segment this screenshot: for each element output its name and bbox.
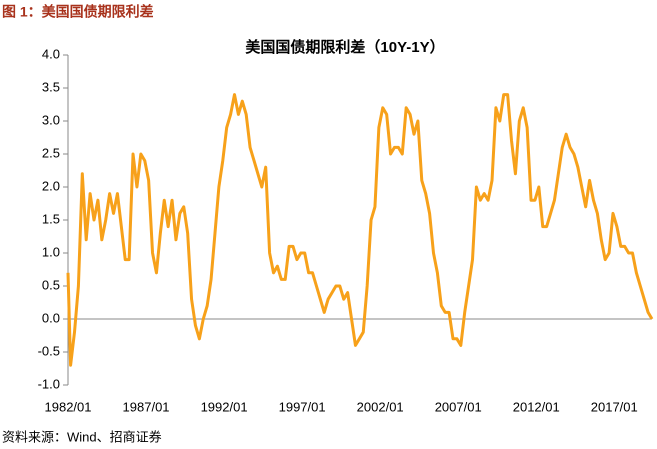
x-tick-label: 2002/01 — [357, 399, 404, 414]
chart-title: 美国国债期限利差（10Y-1Y） — [245, 38, 444, 56]
y-tick-label: 1.0 — [42, 244, 60, 259]
y-tick-label: 3.0 — [42, 112, 60, 127]
source: 资料来源：Wind、招商证券 — [2, 429, 162, 444]
y-tick-label: 2.5 — [42, 145, 60, 160]
y-tick-label: 2.0 — [42, 178, 60, 193]
data-line — [66, 93, 654, 367]
x-tick-label: 1982/01 — [45, 399, 92, 414]
y-tick-label: -0.5 — [38, 343, 60, 358]
y-tick-label: 0.5 — [42, 277, 60, 292]
y-tick-label: 3.5 — [42, 79, 60, 94]
x-tick-label: 2007/01 — [435, 399, 482, 414]
y-tick-label: -1.0 — [38, 376, 60, 391]
x-tick-label: 2017/01 — [591, 399, 638, 414]
x-tick-label: 1997/01 — [279, 399, 326, 414]
y-tick-label: 1.5 — [42, 211, 60, 226]
figure-title: 图 1：美国国债期限利差 — [2, 4, 154, 20]
y-tick-label: 0.0 — [42, 310, 60, 325]
x-tick-label: 2012/01 — [513, 399, 560, 414]
x-tick-label: 1992/01 — [201, 399, 248, 414]
y-tick-label: 4.0 — [42, 46, 60, 61]
x-tick-label: 1987/01 — [123, 399, 170, 414]
